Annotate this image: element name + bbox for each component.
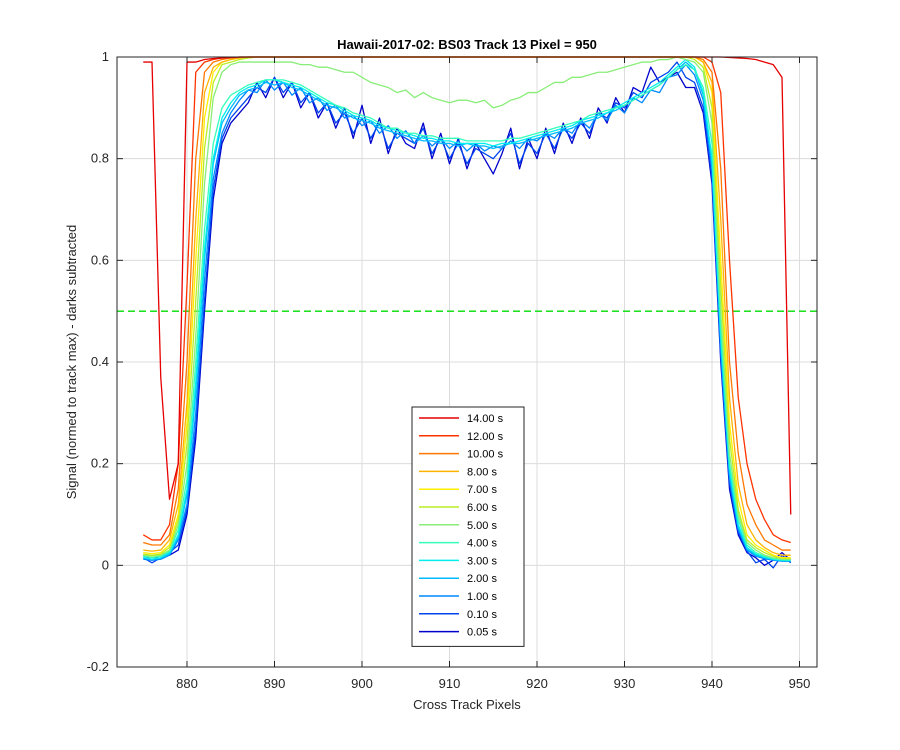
legend-label: 1.00 s [467,591,497,603]
series-line-5-00-s [143,56,791,560]
x-tick-label: 930 [614,676,636,691]
y-tick-label: 0 [102,557,109,572]
y-tick-label: -0.2 [87,659,109,674]
chart-title: Hawaii-2017-02: BS03 Track 13 Pixel = 95… [337,37,597,52]
x-tick-label: 920 [526,676,548,691]
x-axis-label: Cross Track Pixels [413,697,521,712]
legend: 14.00 s 12.00 s 10.00 s 8.00 s 7.00 s 6.00 s 5… [411,406,525,647]
legend-box [411,406,525,647]
x-tick-label: 880 [176,676,198,691]
y-tick-label: 0.6 [91,252,109,267]
legend-label: 0.10 s [467,609,497,621]
y-axis-label: Signal (normed to track max) - darks sub… [64,225,79,500]
series-line-0-05-s [142,66,792,566]
y-tick-label: 0.4 [91,354,109,369]
legend-label: 6.00 s [467,502,497,514]
x-tick-label: 950 [789,676,811,691]
y-tick-label: 0.2 [91,456,109,471]
legend-label: 10.00 s [467,449,504,461]
x-tick-label: 910 [439,676,461,691]
series-line-4-00-s [143,63,791,561]
y-tick-label: 0.8 [91,151,109,166]
legend-label: 0.05 s [467,627,497,639]
x-tick-label: 890 [264,676,286,691]
legend-label: 5.00 s [467,520,497,532]
series-line-3-00-s [143,58,791,561]
series-line-0-10-s [142,61,792,569]
legend-label: 3.00 s [467,555,497,567]
legend-label: 7.00 s [467,484,497,496]
legend-label: 4.00 s [467,538,497,550]
y-tick-label: 1 [102,49,109,64]
series-line-1-00-s [143,63,791,562]
legend-label: 12.00 s [467,431,504,443]
x-tick-label: 900 [351,676,373,691]
x-tick-label: 940 [701,676,723,691]
legend-label: 8.00 s [467,466,497,478]
legend-label: 14.00 s [467,413,504,425]
legend-label: 2.00 s [467,573,497,585]
axis-ticks: 880 890 900 910 920 930 940 950 -0.2 0 0.2 0.4 0.6 0.… [87,49,817,691]
